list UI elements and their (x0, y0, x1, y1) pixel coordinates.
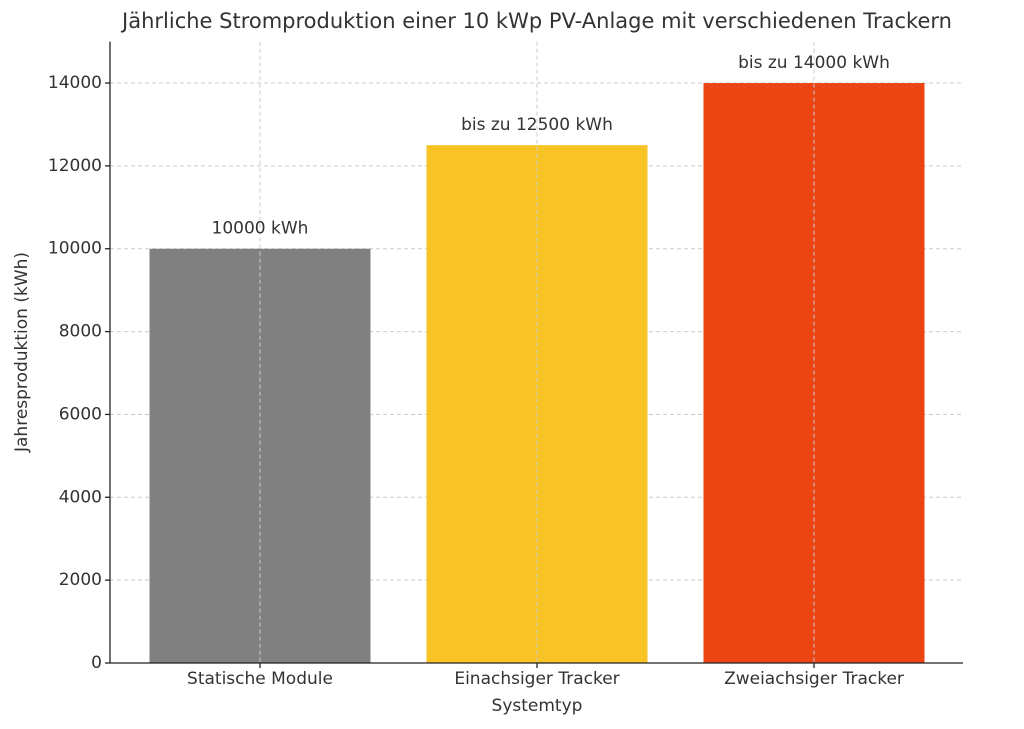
y-tick-label: 6000 (59, 404, 102, 424)
y-tick-label: 8000 (59, 322, 102, 342)
x-tick-label: Einachsiger Tracker (454, 669, 619, 689)
y-tick-label: 14000 (48, 73, 102, 93)
y-tick-label: 2000 (59, 570, 102, 590)
value-label: bis zu 14000 kWh (738, 53, 890, 73)
y-tick-label: 4000 (59, 487, 102, 507)
x-tick-label: Zweiachsiger Tracker (724, 669, 904, 689)
x-axis-label: Systemtyp (492, 696, 583, 716)
y-tick-label: 0 (91, 653, 102, 673)
y-axis-label: Jahresproduktion (kWh) (12, 252, 32, 453)
value-label: bis zu 12500 kWh (461, 115, 613, 135)
y-tick-label: 10000 (48, 239, 102, 259)
value-label: 10000 kWh (212, 219, 309, 239)
y-tick-label: 12000 (48, 156, 102, 176)
x-tick-label: Statische Module (187, 669, 333, 689)
chart-title: Jährliche Stromproduktion einer 10 kWp P… (120, 9, 952, 33)
bar (426, 145, 648, 663)
